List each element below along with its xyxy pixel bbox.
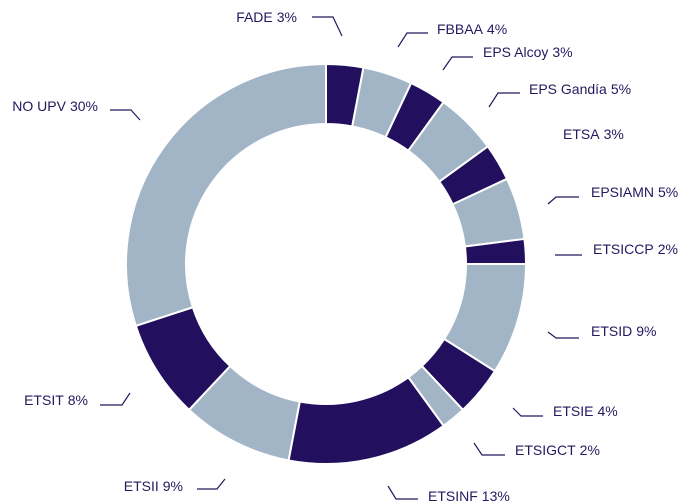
slice-label: ETSIGCT 2% — [515, 442, 600, 458]
slice-label: EPSIAMN 5% — [591, 184, 678, 200]
category-name: ETSINF — [428, 488, 478, 504]
category-name: EPS Gandía — [529, 81, 607, 97]
category-name: NO UPV — [12, 98, 66, 114]
category-name: ETSICCP — [593, 241, 654, 257]
category-name: ETSIT — [24, 392, 64, 408]
slice-label: ETSIT 8% — [24, 392, 88, 408]
category-name: ETSID — [591, 323, 632, 339]
category-name: ETSA — [563, 126, 600, 142]
slice-label: FADE 3% — [236, 9, 297, 25]
value-label: 8% — [68, 392, 88, 408]
value-label: 3% — [604, 126, 624, 142]
slice-label: ETSIE 4% — [553, 403, 618, 419]
leader-line — [387, 485, 418, 500]
slice-label: EPS Gandía 5% — [529, 81, 631, 97]
leader-line — [100, 392, 131, 406]
category-name: FBBAA — [437, 21, 484, 37]
leader-line — [397, 32, 428, 48]
category-name: EPSIAMN — [591, 184, 654, 200]
value-label: 5% — [658, 184, 678, 200]
leader-line — [547, 331, 579, 339]
leader-line — [473, 442, 505, 456]
value-label: 3% — [277, 9, 297, 25]
value-label: 13% — [482, 488, 510, 504]
slice-label: FBBAA 4% — [437, 21, 507, 37]
category-name: FADE — [236, 9, 273, 25]
value-label: 3% — [552, 44, 572, 60]
value-label: 5% — [611, 81, 631, 97]
value-label: 9% — [636, 323, 656, 339]
leader-line — [312, 16, 343, 37]
leader-line — [442, 56, 473, 71]
slice-label: ETSINF 13% — [428, 488, 510, 504]
leader-line — [547, 196, 579, 205]
category-name: ETSIGCT — [515, 442, 576, 458]
value-label: 4% — [597, 403, 617, 419]
donut-segment — [125, 62, 327, 328]
value-label: 9% — [163, 478, 183, 494]
slice-label: EPS Alcoy 3% — [483, 44, 573, 60]
value-label: 2% — [658, 241, 678, 257]
leader-line — [110, 109, 141, 121]
slice-label: ETSII 9% — [124, 478, 183, 494]
value-label: 2% — [580, 442, 600, 458]
category-name: EPS Alcoy — [483, 44, 548, 60]
category-name: ETSIE — [553, 403, 593, 419]
slice-label: ETSID 9% — [591, 323, 656, 339]
value-label: 4% — [487, 21, 507, 37]
slice-label: ETSICCP 2% — [593, 241, 678, 257]
slice-label: ETSA 3% — [563, 126, 624, 142]
leader-line — [197, 478, 226, 490]
leader-line — [488, 92, 520, 108]
slice-label: NO UPV 30% — [12, 98, 98, 114]
leader-line — [512, 407, 543, 417]
value-label: 30% — [70, 98, 98, 114]
category-name: ETSII — [124, 478, 159, 494]
